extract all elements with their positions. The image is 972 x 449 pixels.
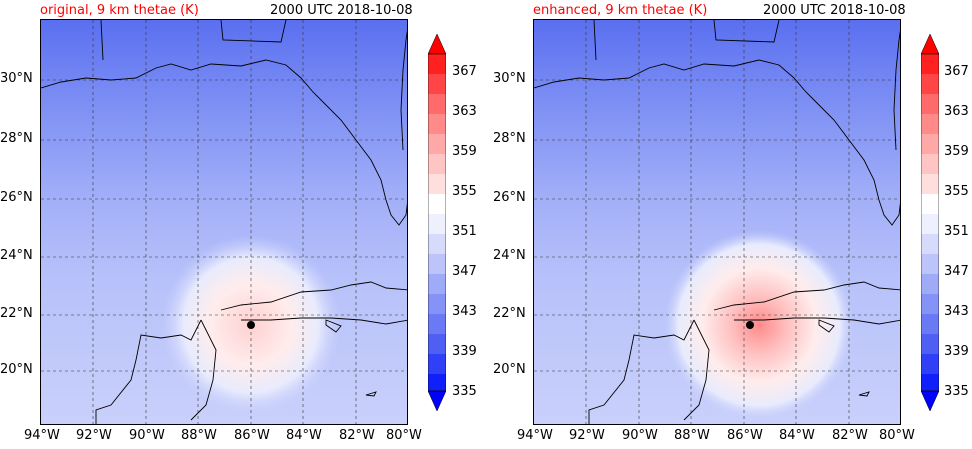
lon-tick: 92°W — [569, 428, 605, 443]
map-panel-original — [40, 19, 408, 425]
colorbar-tick-label: 355 — [944, 184, 969, 199]
map-panel-enhanced — [533, 19, 901, 425]
lat-tick: 30°N — [0, 71, 33, 86]
lon-tick: 94°W — [517, 428, 553, 443]
lat-tick: 26°N — [0, 190, 33, 205]
colorbar-tick-label: 339 — [944, 344, 969, 359]
colorbar-tick-label: 359 — [452, 144, 477, 159]
lon-tick: 80°W — [879, 428, 915, 443]
colorbar-tick-label: 347 — [944, 264, 969, 279]
coastlines — [41, 20, 407, 424]
lon-tick: 80°W — [386, 428, 422, 443]
lon-tick: 82°W — [339, 428, 375, 443]
lat-tick: 24°N — [0, 248, 33, 263]
lat-tick: 28°N — [0, 131, 33, 146]
colorbar-tick-label: 351 — [452, 224, 477, 239]
colorbar-tick-label: 347 — [452, 264, 477, 279]
lon-tick: 82°W — [832, 428, 868, 443]
lon-tick: 84°W — [286, 428, 322, 443]
panel-1-time: 2000 UTC 2018-10-08 — [270, 3, 413, 18]
lon-tick: 88°W — [181, 428, 217, 443]
colorbar-tick-label: 363 — [944, 104, 969, 119]
colorbar-tick-label: 351 — [944, 224, 969, 239]
colorbar-tick-label: 339 — [452, 344, 477, 359]
lon-tick: 84°W — [779, 428, 815, 443]
lat-tick: 20°N — [493, 362, 526, 377]
lon-tick: 86°W — [727, 428, 763, 443]
colorbar-tick-label: 355 — [452, 184, 477, 199]
colorbar-tick-label: 367 — [944, 64, 969, 79]
colorbar-tick-label: 363 — [452, 104, 477, 119]
colorbar-tick-label: 343 — [944, 304, 969, 319]
thetae-warm-core — [534, 20, 900, 424]
coastlines — [534, 20, 900, 424]
lat-tick: 26°N — [493, 190, 526, 205]
map-svg-original — [41, 20, 407, 424]
lat-tick: 22°N — [0, 306, 33, 321]
colorbar-tick-label: 335 — [452, 384, 477, 399]
colorbar-enhanced — [921, 34, 939, 411]
colorbar-tick-label: 367 — [452, 64, 477, 79]
lon-tick: 90°W — [622, 428, 658, 443]
lat-tick: 20°N — [0, 362, 33, 377]
lon-tick: 90°W — [129, 428, 165, 443]
storm-center-marker — [746, 321, 754, 329]
graticule — [41, 20, 407, 424]
panel-2-time: 2000 UTC 2018-10-08 — [763, 3, 906, 18]
colorbar-original — [428, 34, 446, 411]
thetae-warm-core — [41, 20, 407, 424]
lat-tick: 30°N — [493, 71, 526, 86]
lat-tick: 22°N — [493, 306, 526, 321]
panel-1-title: original, 9 km thetae (K) — [40, 3, 199, 18]
map-svg-enhanced — [534, 20, 900, 424]
colorbar-tick-label: 359 — [944, 144, 969, 159]
lon-tick: 86°W — [234, 428, 270, 443]
colorbar-tick-label: 335 — [944, 384, 969, 399]
lon-tick: 92°W — [76, 428, 112, 443]
lon-tick: 88°W — [674, 428, 710, 443]
lon-tick: 94°W — [24, 428, 60, 443]
panel-2-title: enhanced, 9 km thetae (K) — [533, 3, 708, 18]
lat-tick: 28°N — [493, 131, 526, 146]
graticule — [534, 20, 900, 424]
lat-tick: 24°N — [493, 248, 526, 263]
colorbar-tick-label: 343 — [452, 304, 477, 319]
storm-center-marker — [247, 321, 255, 329]
